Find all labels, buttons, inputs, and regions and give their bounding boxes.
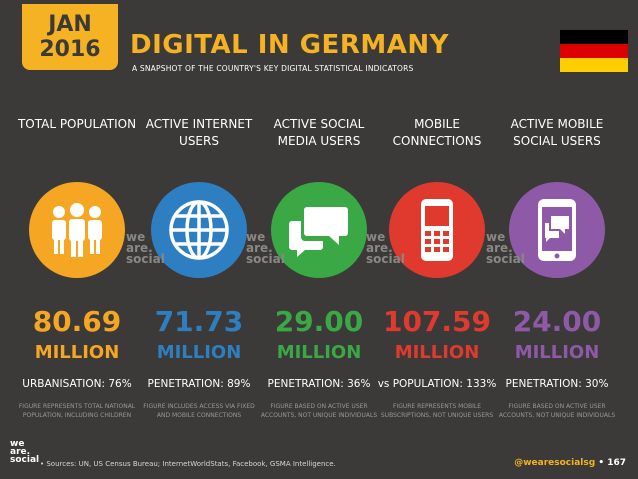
globe-icon <box>151 182 247 278</box>
stat-unit: MILLION <box>34 342 120 363</box>
footer-sources: • Sources: UN, US Census Bureau; Interne… <box>40 460 336 468</box>
stat-value: 71.73 <box>154 305 244 338</box>
stat-label: MOBILE CONNECTIONS <box>392 117 482 148</box>
stat-column-total-population: TOTAL POPULATION 80.69 MILLION URBANISAT… <box>14 116 140 420</box>
stat-unit: MILLION <box>156 342 242 363</box>
date-month: JAN <box>48 12 92 37</box>
stat-note: FIGURE REPRESENTS TOTAL NATIONAL POPULAT… <box>18 403 136 419</box>
stat-secondary: PENETRATION: 89% <box>147 378 251 390</box>
stat-value: 107.59 <box>382 305 492 338</box>
stat-unit: MILLION <box>394 342 480 363</box>
stat-column-internet-users: ACTIVE INTERNET USERS 71.73 MILLION PENE… <box>136 116 262 420</box>
footer-handle-text: @wearesocialsg <box>514 458 596 468</box>
stat-note: FIGURE REPRESENTS MOBILE SUBSCRIPTIONS, … <box>380 403 494 419</box>
stat-secondary: URBANISATION: 76% <box>22 378 132 390</box>
stat-label: TOTAL POPULATION <box>17 117 137 131</box>
stat-unit: MILLION <box>514 342 600 363</box>
date-year: 2016 <box>39 37 101 62</box>
footer-logo: we are. social <box>10 439 40 465</box>
stat-value: 24.00 <box>512 305 602 338</box>
brand-watermark: we are. social <box>246 230 285 266</box>
footer-handle: @wearesocialsg • 167 <box>514 458 626 468</box>
mobile-phone-icon <box>389 182 485 278</box>
stat-column-social-media-users: ACTIVE SOCIAL MEDIA USERS 29.00 MILLION … <box>256 116 382 420</box>
stat-column-mobile-connections: MOBILE CONNECTIONS 107.59 MILLION vs POP… <box>374 116 500 420</box>
stat-note: FIGURE BASED ON ACTIVE USER ACCOUNTS, NO… <box>260 403 378 419</box>
page-title: DIGITAL IN GERMANY <box>130 30 449 60</box>
page-subtitle: A SNAPSHOT OF THE COUNTRY'S KEY DIGITAL … <box>132 64 414 73</box>
date-badge: JAN 2016 <box>22 4 118 70</box>
stat-secondary: PENETRATION: 36% <box>267 378 371 390</box>
brand-watermark: we are. social <box>366 230 405 266</box>
chat-bubbles-icon <box>271 182 367 278</box>
flag-stripe-red <box>560 44 628 58</box>
stat-note: FIGURE INCLUDES ACCESS VIA FIXED AND MOB… <box>143 403 255 419</box>
flag-stripe-black <box>560 30 628 44</box>
stat-label: ACTIVE SOCIAL MEDIA USERS <box>273 117 365 148</box>
stat-note: FIGURE BASED ON ACTIVE USER ACCOUNTS, NO… <box>498 403 616 419</box>
germany-flag-icon <box>560 30 628 72</box>
brand-watermark: we are. social <box>126 230 165 266</box>
footer-page-number: • 167 <box>598 458 626 468</box>
stat-value: 29.00 <box>274 305 364 338</box>
stat-secondary: PENETRATION: 30% <box>505 378 609 390</box>
stat-secondary: vs POPULATION: 133% <box>377 378 497 390</box>
smartphone-chat-icon <box>509 182 605 278</box>
stat-label: ACTIVE INTERNET USERS <box>145 117 253 148</box>
stat-unit: MILLION <box>276 342 362 363</box>
flag-stripe-gold <box>560 58 628 72</box>
stat-column-mobile-social-users: ACTIVE MOBILE SOCIAL USERS 24.00 MILLION… <box>494 116 620 420</box>
people-icon <box>29 182 125 278</box>
brand-watermark: we are. social <box>486 230 525 266</box>
stat-value: 80.69 <box>32 305 122 338</box>
stat-label: ACTIVE MOBILE SOCIAL USERS <box>510 117 604 148</box>
